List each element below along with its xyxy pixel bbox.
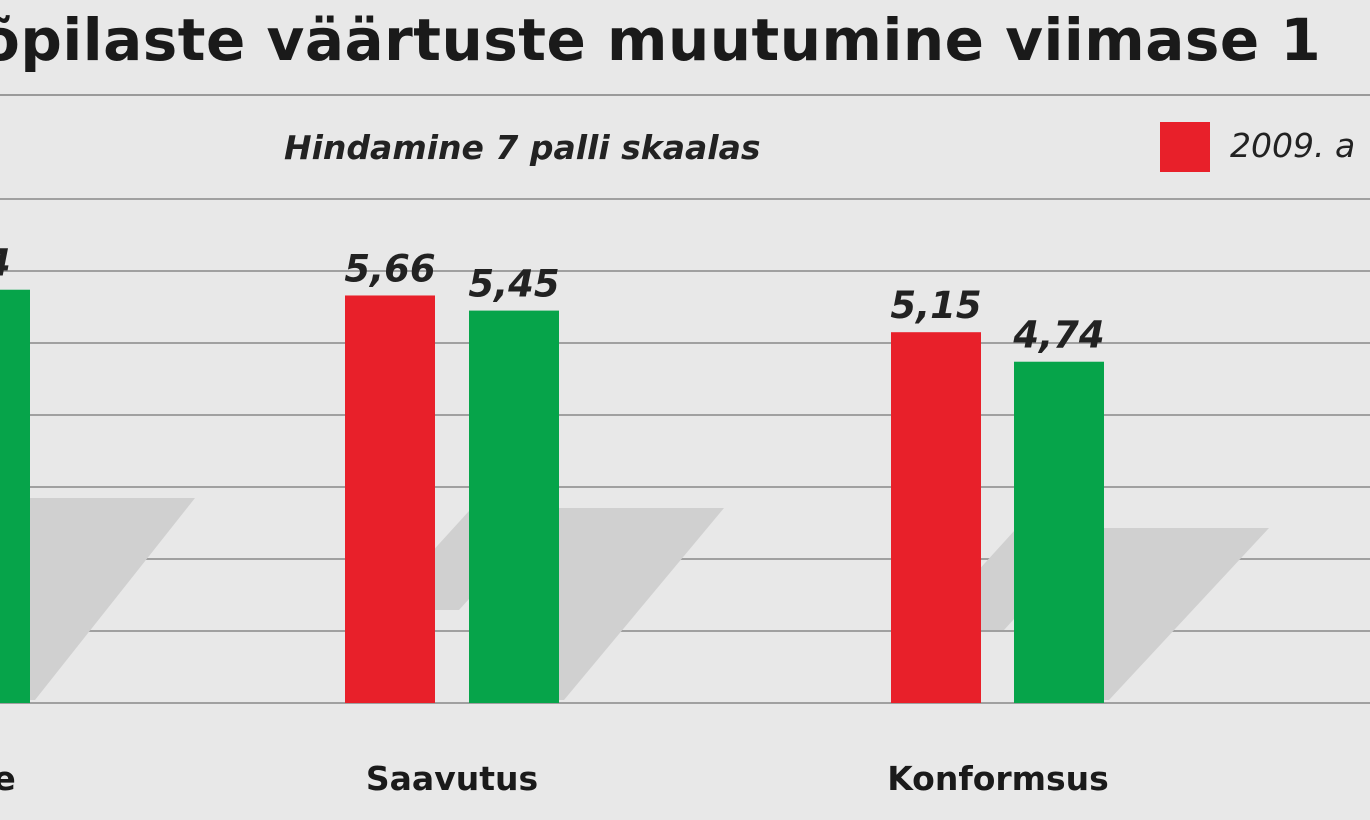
bar-shadow [25, 498, 195, 700]
legend-swatch-red [1160, 122, 1210, 172]
legend-label: 2009. a [1230, 126, 1356, 165]
category-label: Konformsus [887, 759, 1109, 798]
data-label: 4,74 [1012, 314, 1104, 357]
chart-subtitle: Hindamine 7 palli skaalas [284, 128, 761, 167]
category-label: Saavutus [366, 759, 538, 798]
data-label: 5,15 [890, 284, 981, 327]
bar [891, 332, 981, 703]
bar [0, 289, 30, 703]
bar-shadow [1099, 528, 1269, 700]
bar [469, 310, 559, 703]
bar [345, 295, 435, 703]
bar [1014, 361, 1104, 703]
data-label: 5,45 [468, 263, 559, 306]
data-label: 5,66 [344, 247, 435, 290]
bar-shadow [554, 508, 724, 700]
data-label: 74 [0, 242, 11, 285]
category-label: mine [0, 759, 16, 798]
chart-title: õpilaste väärtuste muutumine viimase 1 [0, 6, 1322, 74]
